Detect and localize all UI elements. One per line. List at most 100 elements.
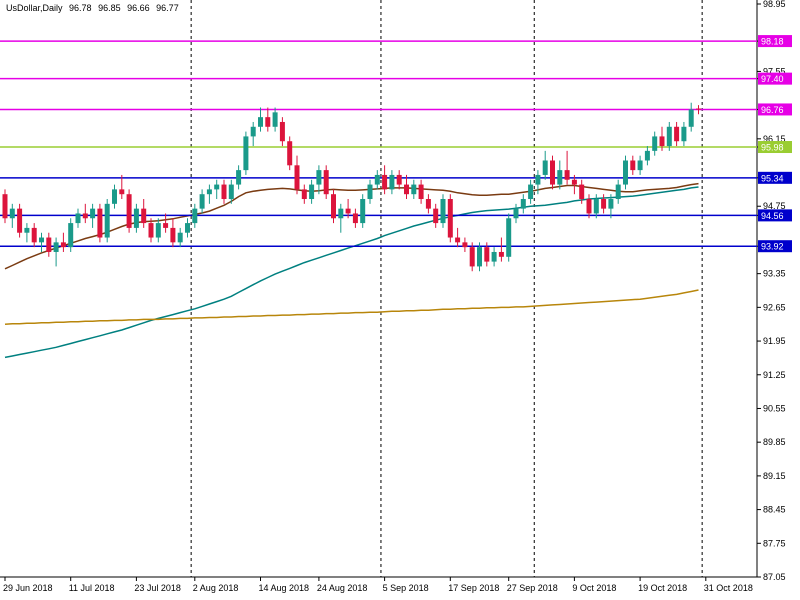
candle-body[interactable] — [345, 208, 351, 214]
x-tick-label: 2 Aug 2018 — [193, 583, 239, 593]
candle-body[interactable] — [389, 174, 395, 190]
candle-body[interactable] — [462, 242, 468, 248]
candle-body[interactable] — [367, 184, 373, 200]
candle-body[interactable] — [440, 199, 446, 224]
candle-body[interactable] — [46, 237, 52, 252]
candle-body[interactable] — [615, 184, 621, 200]
candle-body[interactable] — [316, 170, 322, 185]
candle-body[interactable] — [133, 208, 139, 228]
candle-body[interactable] — [506, 218, 512, 257]
candle-body[interactable] — [228, 184, 234, 200]
candle-body[interactable] — [9, 208, 15, 219]
candle-body[interactable] — [24, 227, 30, 233]
candle-body[interactable] — [177, 232, 183, 243]
candle-body[interactable] — [637, 160, 643, 171]
candle-body[interactable] — [331, 194, 336, 219]
y-tick-label: 97.55 — [763, 66, 786, 76]
candle-body[interactable] — [206, 189, 212, 195]
candle-body[interactable] — [17, 208, 23, 233]
candle-body[interactable] — [425, 199, 431, 209]
candle-body[interactable] — [674, 126, 680, 142]
candle-body[interactable] — [82, 213, 88, 219]
candle-body[interactable] — [126, 194, 132, 228]
candle-body[interactable] — [513, 208, 519, 219]
candle-body[interactable] — [593, 199, 599, 214]
candle-body[interactable] — [550, 160, 555, 185]
candle-body[interactable] — [170, 227, 176, 243]
candle-body[interactable] — [31, 227, 37, 243]
candle-body[interactable] — [601, 199, 607, 209]
candle-body[interactable] — [557, 170, 563, 185]
candle-body[interactable] — [214, 184, 220, 190]
candle-body[interactable] — [477, 247, 482, 267]
candle-body[interactable] — [491, 251, 497, 262]
candle-body[interactable] — [382, 174, 388, 190]
candle-body[interactable] — [586, 199, 592, 214]
candle-body[interactable] — [185, 223, 190, 233]
candle-body[interactable] — [418, 184, 424, 200]
candle-body[interactable] — [374, 174, 380, 185]
candle-body[interactable] — [53, 242, 59, 252]
candle-body[interactable] — [39, 237, 44, 243]
candle-body[interactable] — [97, 208, 103, 238]
candle-body[interactable] — [623, 160, 628, 185]
candle-body[interactable] — [60, 242, 66, 248]
candle-body[interactable] — [163, 223, 169, 228]
candle-body[interactable] — [258, 117, 263, 127]
candle-body[interactable] — [199, 194, 205, 209]
candle-body[interactable] — [352, 213, 358, 224]
candle-body[interactable] — [141, 208, 147, 224]
candle-body[interactable] — [659, 136, 665, 147]
level-price-label: 97.40 — [761, 74, 784, 84]
candle-body[interactable] — [221, 184, 227, 200]
candle-body[interactable] — [564, 170, 570, 180]
candle-body[interactable] — [542, 160, 548, 175]
candle-body[interactable] — [571, 179, 577, 185]
candle-body[interactable] — [279, 121, 285, 142]
candle-body[interactable] — [338, 208, 344, 219]
candle-body[interactable] — [287, 141, 293, 166]
candle-body[interactable] — [112, 189, 117, 204]
candle-body[interactable] — [535, 174, 541, 185]
candle-body[interactable] — [528, 184, 534, 200]
candle-body[interactable] — [433, 208, 439, 224]
candle-body[interactable] — [148, 223, 154, 238]
candle-body[interactable] — [411, 184, 417, 195]
candle-body[interactable] — [498, 251, 504, 257]
candle-body[interactable] — [272, 112, 278, 127]
candle-body[interactable] — [236, 170, 242, 185]
candle-body[interactable] — [68, 223, 74, 248]
candle-body[interactable] — [681, 126, 687, 142]
candle-body[interactable] — [608, 199, 614, 209]
candle-body[interactable] — [644, 150, 650, 161]
candle-body[interactable] — [250, 126, 256, 137]
candle-body[interactable] — [75, 213, 81, 224]
candle-body[interactable] — [90, 208, 96, 219]
candle-body[interactable] — [404, 184, 409, 195]
candle-body[interactable] — [155, 223, 161, 238]
candle-body[interactable] — [688, 109, 694, 127]
candle-body[interactable] — [243, 136, 249, 171]
candle-body[interactable] — [666, 126, 672, 147]
candle-body[interactable] — [2, 194, 8, 219]
candle-body[interactable] — [119, 189, 125, 195]
candle-body[interactable] — [630, 160, 636, 171]
candle-body[interactable] — [579, 184, 585, 200]
candle-body[interactable] — [396, 174, 402, 185]
candle-body[interactable] — [104, 203, 110, 238]
candle-body[interactable] — [309, 184, 315, 200]
candle-body[interactable] — [447, 199, 453, 238]
candle-body[interactable] — [652, 136, 658, 151]
candle-body[interactable] — [696, 108, 701, 110]
candle-body[interactable] — [192, 208, 198, 224]
candle-body[interactable] — [294, 165, 300, 190]
candle-body[interactable] — [469, 247, 475, 267]
candle-body[interactable] — [323, 170, 329, 195]
candle-body[interactable] — [455, 237, 461, 243]
candle-body[interactable] — [301, 189, 307, 200]
candle-body[interactable] — [484, 247, 490, 262]
candle-body[interactable] — [360, 199, 366, 224]
candle-body[interactable] — [520, 199, 526, 209]
candle-body[interactable] — [265, 117, 271, 127]
